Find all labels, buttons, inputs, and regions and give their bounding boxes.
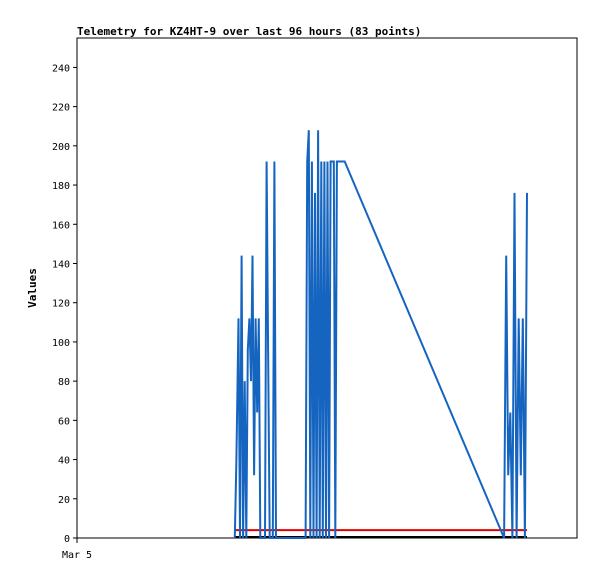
y-tick-label: 20 (58, 495, 70, 506)
y-tick-label: 240 (52, 63, 70, 74)
y-tick-label: 200 (52, 142, 70, 153)
y-tick-label: 40 (58, 456, 70, 467)
y-tick-label: 220 (52, 103, 70, 114)
series-line (233, 130, 528, 539)
y-tick-label: 140 (52, 259, 70, 270)
y-tick-label: 80 (58, 377, 70, 388)
y-tick-label: 100 (52, 338, 70, 349)
series-group (233, 130, 528, 539)
x-tick-label: Mar 5 (62, 550, 92, 561)
y-tick-label: 120 (52, 299, 70, 310)
y-tick-label: 60 (58, 416, 70, 427)
y-axis: 0 20 40 60 80 100 120 140 160 180 200 220 240 (52, 63, 77, 545)
x-axis: Mar 5 (62, 538, 92, 561)
y-tick-label: 160 (52, 220, 70, 231)
y-tick-label: 0 (64, 534, 70, 545)
y-tick-label: 180 (52, 181, 70, 192)
chart-title: Telemetry for KZ4HT-9 over last 96 hours… (77, 25, 421, 38)
y-axis-label: Values (26, 268, 39, 308)
